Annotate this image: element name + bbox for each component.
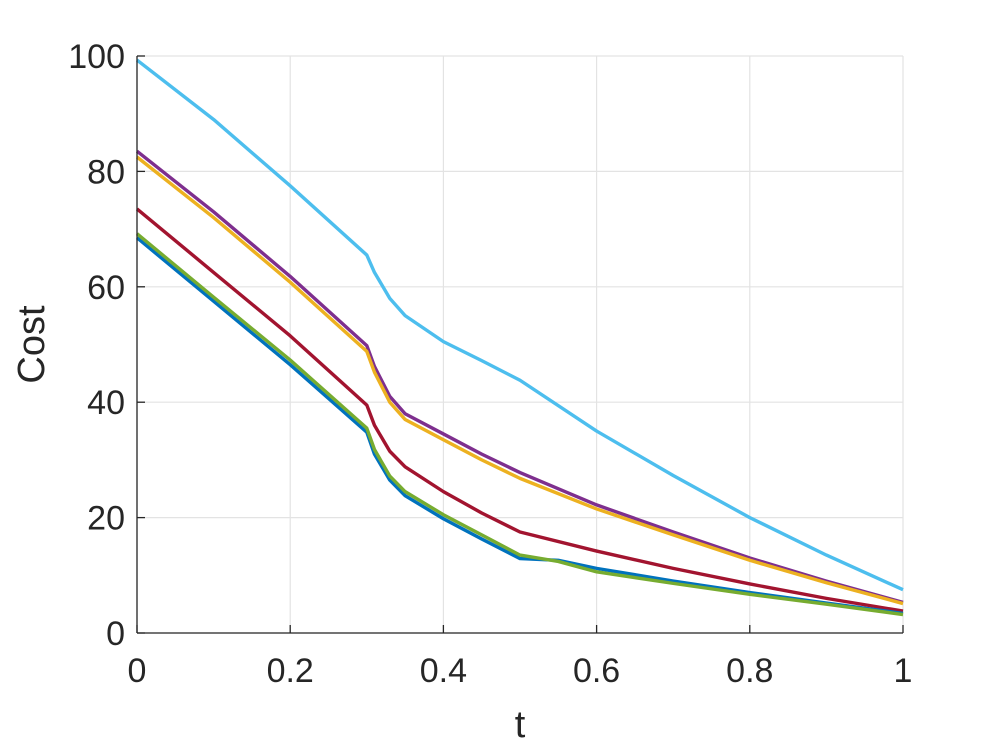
series-line-6 xyxy=(135,232,904,617)
x-axis-title: t xyxy=(515,704,526,746)
y-tick-label: 100 xyxy=(68,38,125,76)
series-line-2 xyxy=(135,149,904,605)
y-tick-label: 40 xyxy=(87,384,125,422)
x-tick-label: 0 xyxy=(128,652,147,690)
y-tick-label: 20 xyxy=(87,500,125,538)
grid-lines xyxy=(136,55,904,634)
ticks xyxy=(136,55,904,634)
series-line-5 xyxy=(135,236,904,616)
x-tick-label: 1 xyxy=(894,652,913,690)
y-tick-label: 0 xyxy=(106,615,125,653)
series-group xyxy=(135,58,904,617)
tick-labels: 0 0.2 0.4 0.6 0.8 1 0 20 40 60 80 100 xyxy=(68,38,912,690)
x-tick-label: 0.6 xyxy=(573,652,620,690)
y-axis-title: Cost xyxy=(11,305,53,384)
y-tick-label: 80 xyxy=(87,153,125,191)
y-tick-label: 60 xyxy=(87,269,125,307)
series-line-3 xyxy=(135,155,904,606)
axes xyxy=(136,56,903,634)
x-tick-label: 0.2 xyxy=(267,652,314,690)
series-line-4 xyxy=(135,207,904,613)
series-line-1 xyxy=(135,58,904,592)
x-tick-label: 0.8 xyxy=(726,652,773,690)
x-tick-label: 0.4 xyxy=(420,652,467,690)
